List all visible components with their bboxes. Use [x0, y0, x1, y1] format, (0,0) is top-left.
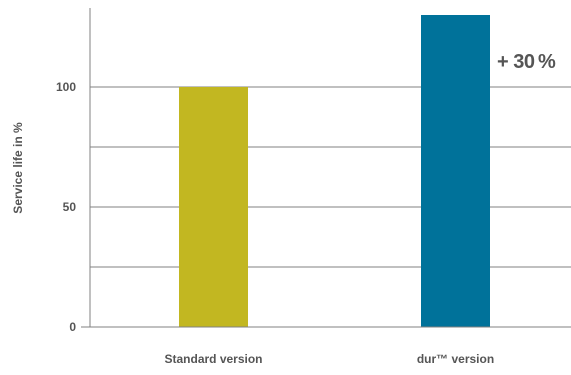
y-tick-label-100: 100	[56, 80, 76, 94]
y-axis-title: Service life in %	[11, 122, 25, 214]
bar-dur-version	[421, 15, 490, 327]
y-tick-label-0: 0	[69, 320, 76, 334]
bar-standard-version	[179, 87, 248, 327]
increase-annotation: + 30 %	[497, 51, 556, 73]
labels: 0 50 100 Standard version dur™ version Servic…	[11, 51, 556, 366]
axes	[81, 8, 571, 328]
gridlines	[90, 86, 571, 268]
bars	[179, 15, 490, 327]
x-tick-label-1: dur™ version	[417, 352, 494, 366]
y-tick-label-50: 50	[63, 200, 77, 214]
x-tick-label-0: Standard version	[164, 352, 262, 366]
